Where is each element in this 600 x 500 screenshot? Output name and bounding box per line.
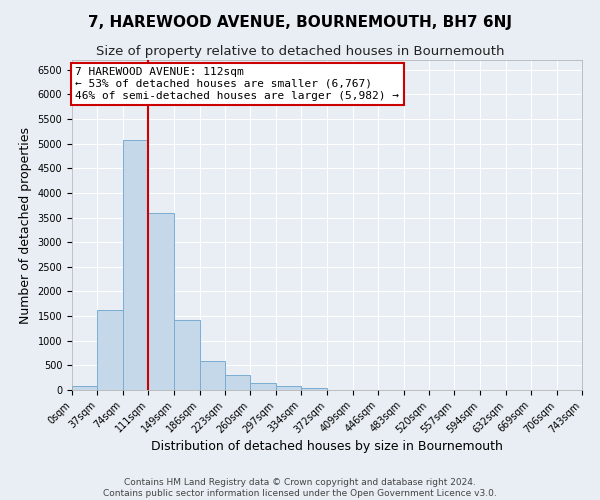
Bar bbox=[123, 140, 148, 390]
Bar bbox=[250, 382, 276, 390]
Text: Contains HM Land Registry data © Crown copyright and database right 2024.
Contai: Contains HM Land Registry data © Crown c… bbox=[103, 478, 497, 498]
Bar bbox=[276, 386, 301, 390]
Text: 7 HAREWOOD AVENUE: 112sqm
← 53% of detached houses are smaller (6,767)
46% of se: 7 HAREWOOD AVENUE: 112sqm ← 53% of detac… bbox=[76, 68, 400, 100]
Bar bbox=[200, 361, 225, 390]
Text: Size of property relative to detached houses in Bournemouth: Size of property relative to detached ho… bbox=[96, 45, 504, 58]
Bar bbox=[174, 320, 200, 390]
X-axis label: Distribution of detached houses by size in Bournemouth: Distribution of detached houses by size … bbox=[151, 440, 503, 454]
Bar bbox=[301, 388, 328, 390]
Text: 7, HAREWOOD AVENUE, BOURNEMOUTH, BH7 6NJ: 7, HAREWOOD AVENUE, BOURNEMOUTH, BH7 6NJ bbox=[88, 15, 512, 30]
Bar bbox=[72, 386, 97, 390]
Bar bbox=[225, 375, 250, 390]
Bar bbox=[148, 213, 174, 390]
Y-axis label: Number of detached properties: Number of detached properties bbox=[19, 126, 32, 324]
Bar bbox=[97, 310, 123, 390]
